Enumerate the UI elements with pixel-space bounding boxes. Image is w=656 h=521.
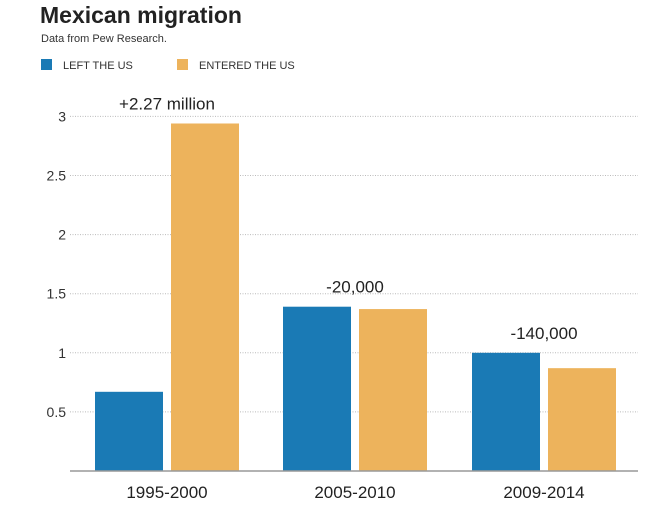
y-tick-label: 2.5 xyxy=(47,168,67,184)
y-tick-label: 1 xyxy=(58,345,66,361)
chart-subtitle: Data from Pew Research. xyxy=(41,33,167,45)
y-tick-label: 1.5 xyxy=(47,286,67,302)
legend-label-entered: ENTERED THE US xyxy=(199,60,295,72)
bar-entered-2009-2014 xyxy=(548,368,616,471)
legend-swatch-entered xyxy=(177,59,188,70)
x-tick-label: 2009-2014 xyxy=(503,483,584,502)
legend-label-left: LEFT THE US xyxy=(63,60,133,72)
y-tick-label: 2 xyxy=(58,227,66,243)
net-change-annotation: -20,000 xyxy=(326,278,384,297)
y-tick-label: 0.5 xyxy=(47,404,67,420)
net-change-annotation: -140,000 xyxy=(510,324,577,343)
bar-left-2005-2010 xyxy=(283,306,351,471)
bar-entered-1995-2000 xyxy=(171,123,239,471)
x-tick-label: 1995-2000 xyxy=(126,483,207,502)
bar-left-1995-2000 xyxy=(95,391,163,471)
y-tick-label: 3 xyxy=(58,108,66,124)
net-change-annotation: +2.27 million xyxy=(119,94,215,113)
chart-title: Mexican migration xyxy=(40,2,242,28)
bar-entered-2005-2010 xyxy=(359,309,427,471)
x-tick-label: 2005-2010 xyxy=(314,483,395,502)
legend-swatch-left xyxy=(41,59,52,70)
bar-left-2009-2014 xyxy=(472,352,540,471)
